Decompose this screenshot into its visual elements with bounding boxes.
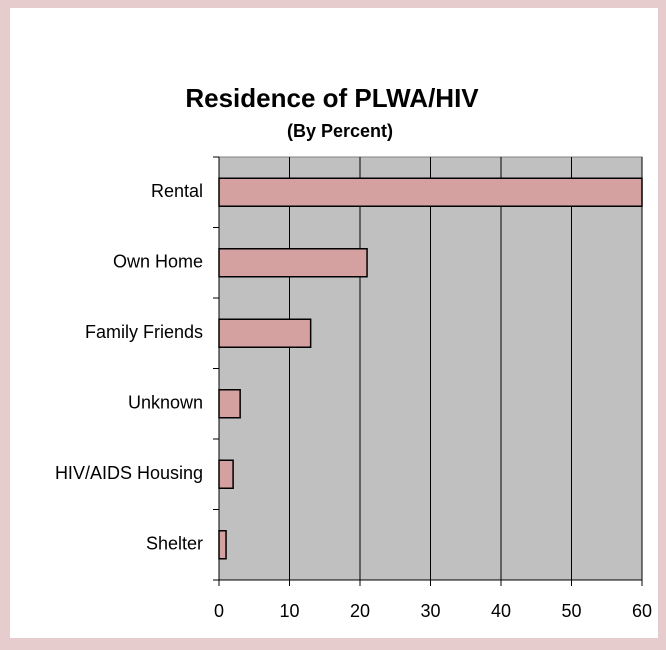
x-tick-label: 30 bbox=[420, 601, 440, 621]
bar bbox=[218, 177, 643, 207]
bar bbox=[218, 530, 227, 560]
bar bbox=[218, 389, 241, 419]
y-tick-label: Unknown bbox=[128, 393, 203, 413]
y-tick-label: HIV/AIDS Housing bbox=[55, 463, 203, 483]
bar bbox=[218, 459, 234, 489]
x-tick-label: 60 bbox=[632, 601, 652, 621]
x-tick-label: 10 bbox=[279, 601, 299, 621]
bar bbox=[218, 318, 312, 348]
y-tick-label: Rental bbox=[151, 181, 203, 201]
y-tick-label: Own Home bbox=[113, 252, 203, 272]
x-tick-label: 0 bbox=[214, 601, 224, 621]
x-tick-label: 50 bbox=[561, 601, 581, 621]
y-tick-label: Family Friends bbox=[85, 322, 203, 342]
y-tick-label: Shelter bbox=[146, 534, 203, 554]
x-tick-label: 20 bbox=[350, 601, 370, 621]
chart-subtitle: (By Percent) bbox=[287, 121, 393, 141]
x-tick-label: 40 bbox=[491, 601, 511, 621]
bar bbox=[218, 248, 368, 278]
chart-title: Residence of PLWA/HIV bbox=[185, 83, 479, 113]
